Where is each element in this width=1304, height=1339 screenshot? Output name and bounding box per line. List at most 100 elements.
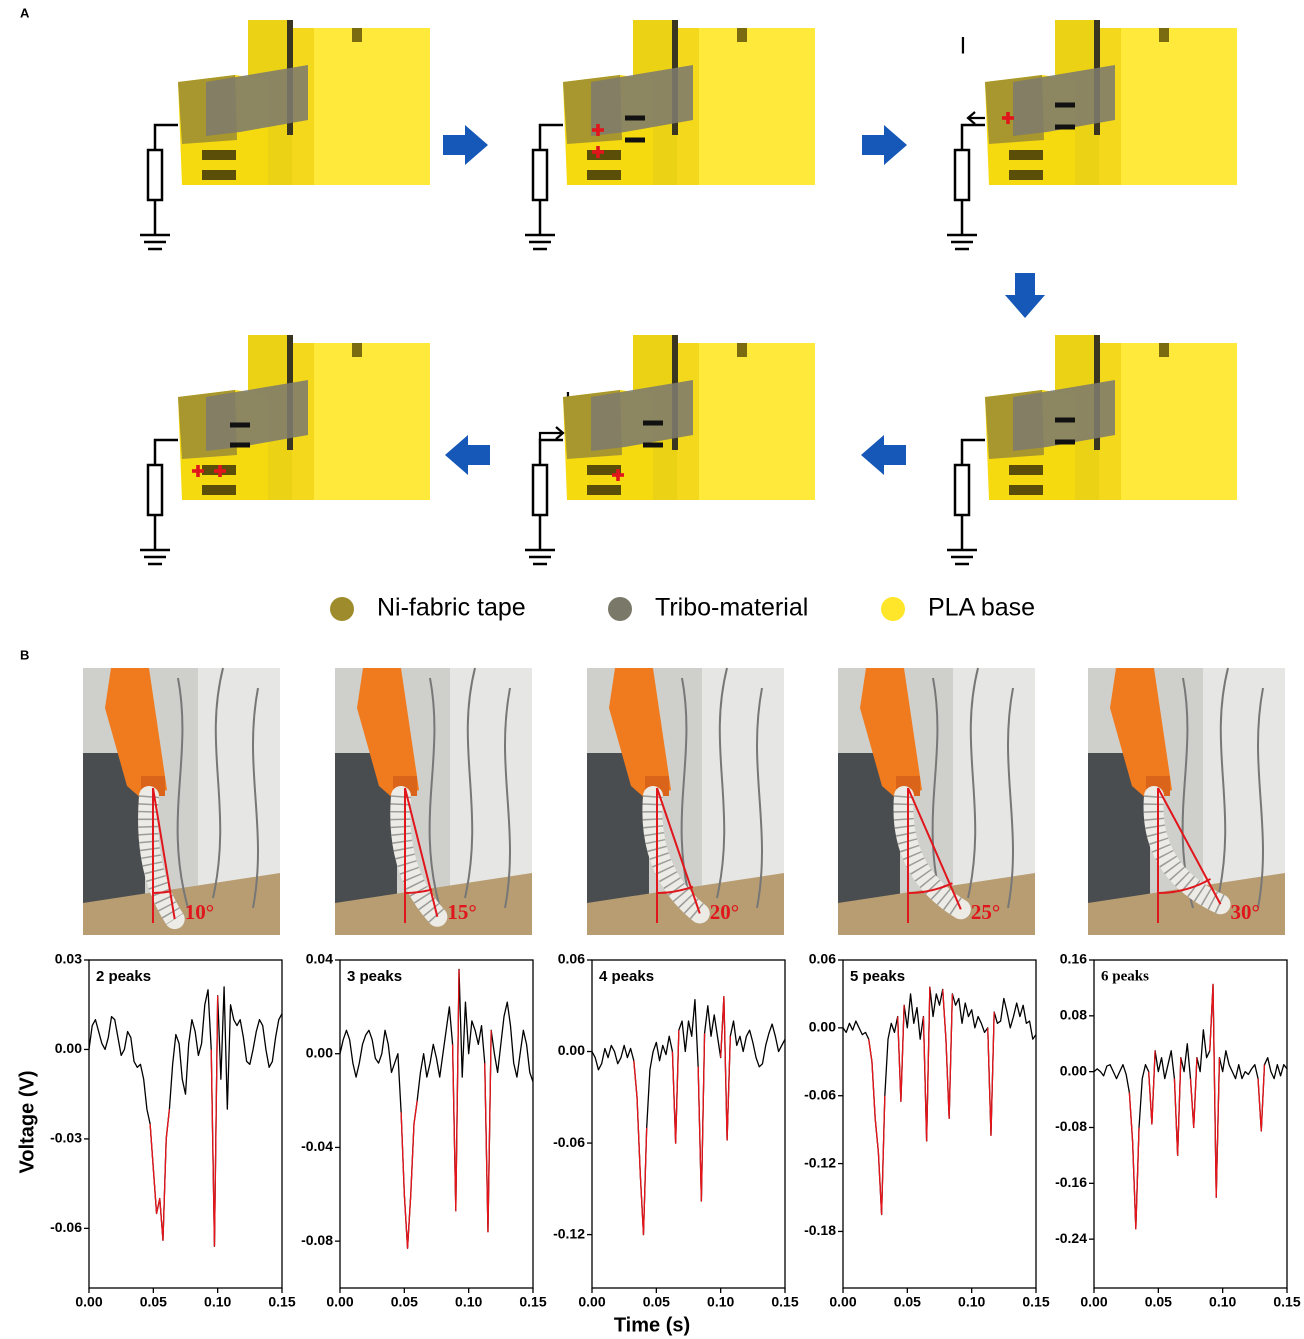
y-tick-label: 0.06 [809, 951, 836, 967]
legend-swatch [330, 597, 354, 621]
chart-title: 2 peaks [96, 968, 151, 985]
positive-charge [596, 146, 600, 158]
pla-slot [587, 170, 621, 180]
positive-charge [218, 465, 222, 477]
photo: 10° [83, 668, 280, 935]
resistor [955, 465, 969, 515]
x-axis-title: Time (s) [614, 1314, 690, 1336]
y-tick-label: -0.06 [50, 1219, 82, 1235]
y-tick-label: 0.00 [55, 1040, 82, 1056]
legend-swatch [881, 597, 905, 621]
x-tick-label: 0.10 [455, 1294, 482, 1310]
diagram [525, 335, 815, 564]
pla-slot [1009, 485, 1043, 495]
positive-charge [196, 465, 200, 477]
resistor [533, 465, 547, 515]
y-tick-label: -0.08 [1055, 1118, 1087, 1134]
diagram [525, 20, 815, 249]
y-tick-label: -0.12 [553, 1225, 585, 1241]
y-tick-label: 0.03 [55, 951, 82, 967]
photo-wall [450, 668, 532, 898]
chart-title: 6 peaks [1101, 968, 1149, 984]
y-tick-label: 0.00 [809, 1019, 836, 1035]
signal-line [634, 997, 731, 1235]
x-tick-label: 0.05 [1145, 1294, 1172, 1310]
negative-charge [1055, 103, 1075, 108]
angle-label: 25° [971, 900, 1000, 924]
y-tick-label: -0.08 [301, 1232, 333, 1248]
pla-notch [352, 28, 362, 42]
x-tick-label: 0.00 [578, 1294, 605, 1310]
x-tick-label: 0.15 [1022, 1294, 1049, 1310]
process-arrow [1005, 273, 1045, 318]
negative-charge [625, 116, 645, 121]
diagram [140, 20, 430, 249]
process-arrow [443, 125, 488, 165]
negative-charge [1055, 440, 1075, 445]
figure: A B Ni-fabric tape Tribo-material PLA ba… [0, 0, 1304, 1339]
resistor [955, 150, 969, 200]
resistor [148, 150, 162, 200]
x-tick-label: 0.15 [268, 1294, 295, 1310]
x-tick-label: 0.00 [829, 1294, 856, 1310]
wire [155, 440, 178, 465]
signal-line [150, 996, 218, 1246]
chart-title: 5 peaks [850, 968, 905, 985]
plot-frame [340, 960, 533, 1288]
x-tick-label: 0.10 [204, 1294, 231, 1310]
pla-notch [1159, 343, 1169, 357]
x-tick-label: 0.00 [75, 1294, 102, 1310]
wire [962, 440, 985, 465]
wire [962, 125, 985, 150]
photo-wall [198, 668, 280, 898]
line-chart: -0.18-0.12-0.060.000.060.000.050.100.155… [804, 951, 1050, 1310]
resistor [148, 465, 162, 515]
photo: 20° [587, 668, 784, 935]
page: {"panel_a": {"label": "A", "current_labe… [0, 0, 1304, 1339]
photo: 15° [335, 668, 532, 935]
panel-label: A [20, 5, 30, 20]
x-tick-label: 0.15 [771, 1294, 798, 1310]
negative-charge [1055, 418, 1075, 423]
photo: 25° [838, 668, 1035, 935]
current-label: I [960, 32, 967, 59]
line-chart: -0.12-0.060.000.060.000.050.100.154 peak… [553, 951, 799, 1310]
photo-wall [702, 668, 784, 898]
x-tick-label: 0.10 [707, 1294, 734, 1310]
photo-wall [1203, 668, 1285, 898]
plot-frame [843, 960, 1036, 1288]
plot-frame [1094, 960, 1287, 1288]
negative-charge [230, 423, 250, 428]
photo-wall [953, 668, 1035, 898]
angle-label: 30° [1231, 900, 1260, 924]
signal-line [592, 997, 785, 1235]
y-tick-label: -0.06 [804, 1086, 836, 1102]
positive-charge [1006, 112, 1010, 124]
x-tick-label: 0.15 [1273, 1294, 1300, 1310]
resistor [533, 150, 547, 200]
negative-charge [643, 443, 663, 448]
chart-title: 4 peaks [599, 968, 654, 985]
y-tick-label: -0.04 [301, 1138, 333, 1154]
y-tick-label: 0.06 [558, 951, 585, 967]
pla-notch [352, 343, 362, 357]
process-arrow [445, 435, 490, 475]
pla-notch [1159, 28, 1169, 42]
legend-swatch [608, 597, 632, 621]
legend-label: Tribo-material [655, 594, 808, 622]
y-tick-label: -0.18 [804, 1222, 836, 1238]
x-tick-label: 0.05 [894, 1294, 921, 1310]
pla-slot [202, 485, 236, 495]
negative-charge [230, 443, 250, 448]
signal-line [401, 969, 491, 1248]
x-tick-label: 0.10 [958, 1294, 985, 1310]
pla-slot [202, 170, 236, 180]
angle-label: 15° [447, 900, 476, 924]
angle-label: 10° [185, 900, 214, 924]
y-tick-label: 0.00 [558, 1042, 585, 1058]
positive-charge [616, 469, 620, 481]
y-tick-label: 0.16 [1060, 951, 1087, 967]
pla-slot [202, 150, 236, 160]
